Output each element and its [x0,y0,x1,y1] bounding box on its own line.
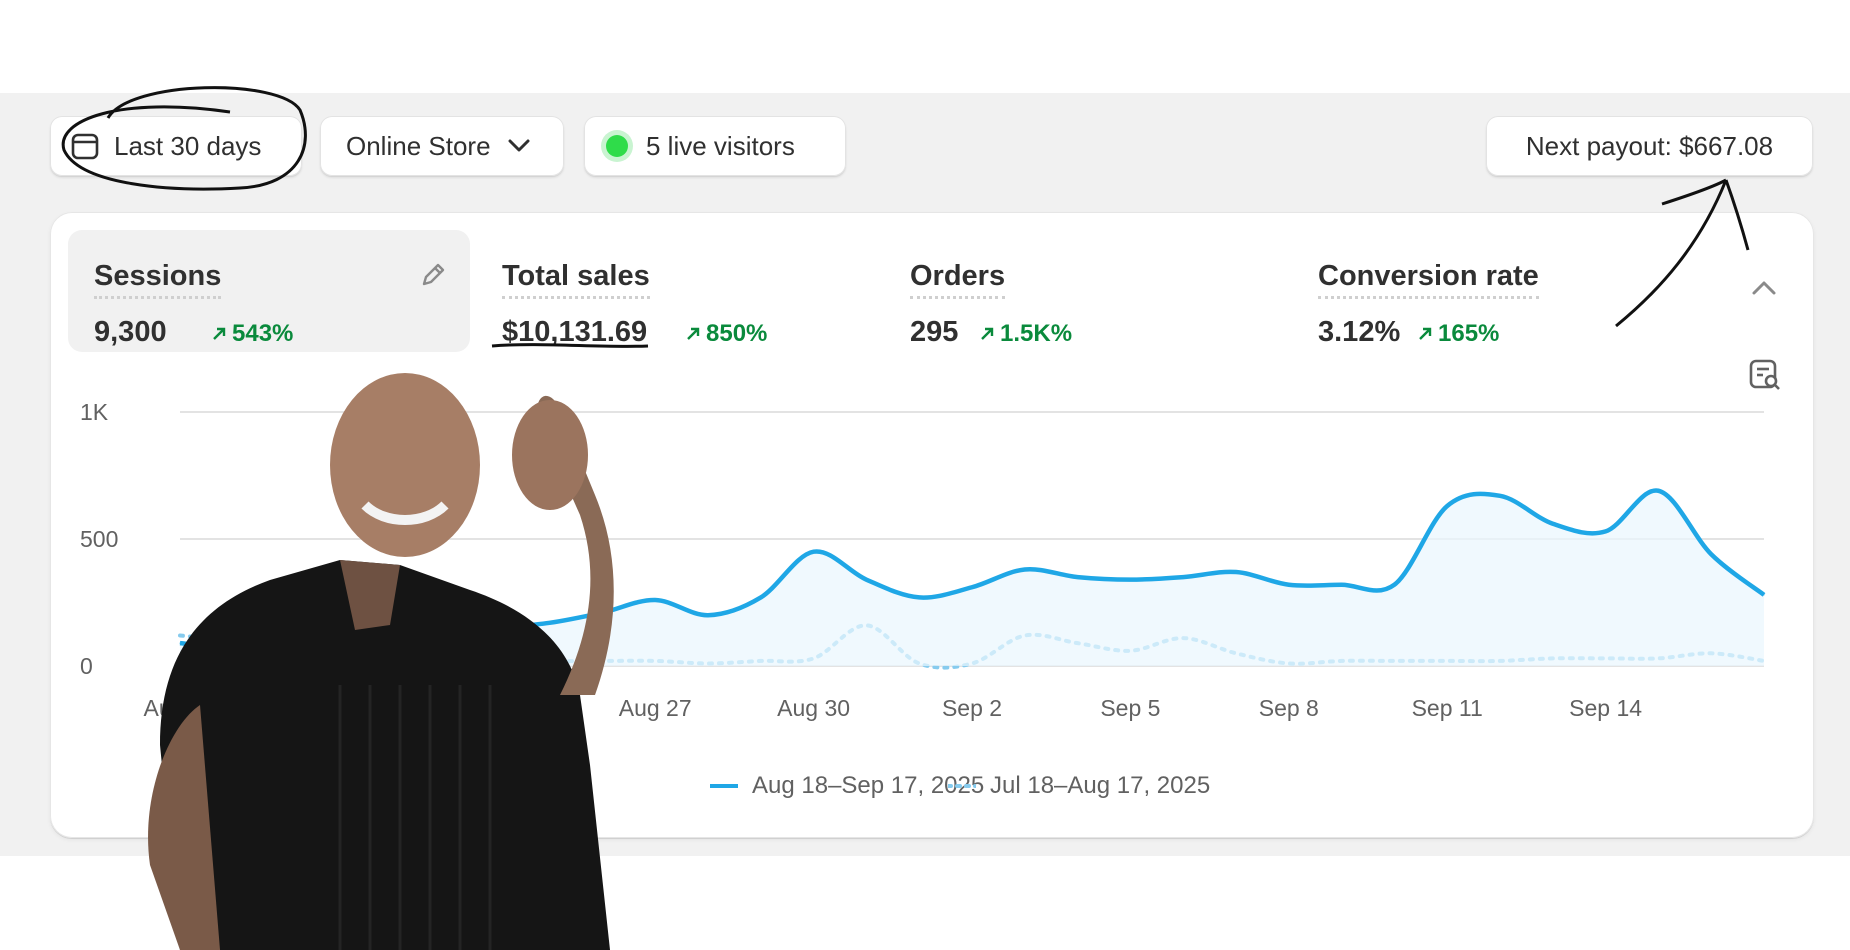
metric-value: 9,300 [94,316,167,348]
data-point [760,596,762,598]
metric-tab-sessions[interactable]: Sessions 9,300 543% [68,230,470,352]
date-range-button[interactable]: Last 30 days [50,116,302,176]
data-point [654,599,656,601]
data-point [1341,584,1343,586]
chevron-down-icon [507,138,531,154]
arrow-up-right-icon [1419,327,1432,340]
series-area-current [180,490,1764,666]
data-point [179,642,181,644]
metric-tab-orders[interactable]: Orders 295 1.5K% [884,230,1284,352]
x-tick-label: Sep 5 [1100,695,1160,721]
x-tick-label: Sep 14 [1569,695,1642,721]
arrow-up-right-icon [687,327,700,340]
legend-swatch-solid [710,784,738,788]
data-point [1182,576,1184,578]
data-point [1763,594,1765,596]
metric-delta: 543% [212,320,293,348]
live-visitors-button[interactable]: 5 live visitors [584,116,846,176]
legend-label-current: Aug 18–Sep 17, 2025 [752,772,985,799]
next-payout-label: Next payout: $667.08 [1525,130,1774,161]
y-tick-label: 0 [80,653,93,679]
pencil-icon[interactable] [418,260,448,295]
data-point [865,579,867,581]
data-point [1605,530,1607,532]
date-range-label: Last 30 days [114,130,262,161]
data-point [1288,584,1290,586]
next-payout-button[interactable]: Next payout: $667.08 [1486,116,1813,176]
data-point [1393,584,1395,586]
sales-channel-select[interactable]: Online Store [320,116,564,176]
data-point [1235,571,1237,573]
y-tick-label: 500 [80,526,118,552]
data-point [813,551,815,553]
metric-value: 295 [910,316,959,348]
metric-delta: 850% [686,320,767,348]
metric-label: Orders [910,260,1006,299]
metric-label: Conversion rate [1318,260,1539,299]
data-point [1710,553,1712,555]
data-point [1077,576,1079,578]
calendar-icon [70,131,100,161]
metric-label: Sessions [94,260,222,299]
arrow-up-right-icon [981,327,994,340]
metric-delta: 165% [1418,320,1499,348]
data-point [1657,490,1659,492]
data-point [1446,505,1448,507]
live-visitors-label: 5 live visitors [646,130,795,161]
metric-delta: 1.5K% [980,320,1072,348]
metric-value: $10,131.69 [502,316,648,348]
data-point [971,586,973,588]
metric-tab-total-sales[interactable]: Total sales $10,131.69 850% [476,230,876,352]
presenter-photo [148,373,614,950]
arrow-up-right-icon [213,327,226,340]
legend-swatch-dotted [948,784,976,788]
data-point [1552,523,1554,525]
live-indicator-dot [606,135,628,157]
data-point [549,622,551,624]
x-tick-label: Sep 8 [1259,695,1319,721]
x-tick-label: Aug 27 [619,695,692,721]
x-tick-label: Aug 30 [777,695,850,721]
data-point [1499,495,1501,497]
data-point [1024,568,1026,570]
y-tick-label: 1K [80,399,109,425]
search-report-icon[interactable] [1748,358,1782,397]
x-tick-label: Sep 11 [1412,695,1483,721]
x-tick-label: Sep 2 [942,695,1002,721]
metric-tab-conversion-rate[interactable]: Conversion rate 3.12% 165% [1292,230,1692,352]
metric-label: Total sales [502,260,650,299]
data-point [707,614,709,616]
legend-item-current: Aug 18–Sep 17, 2025 [710,772,984,800]
chevron-up-icon[interactable] [1750,278,1778,303]
legend-item-previous: Jul 18–Aug 17, 2025 [948,772,1210,800]
metric-value: 3.12% [1318,316,1401,348]
sales-channel-label: Online Store [346,130,491,161]
data-point [918,596,920,598]
data-point [1129,579,1131,581]
legend-label-previous: Jul 18–Aug 17, 2025 [990,772,1211,799]
